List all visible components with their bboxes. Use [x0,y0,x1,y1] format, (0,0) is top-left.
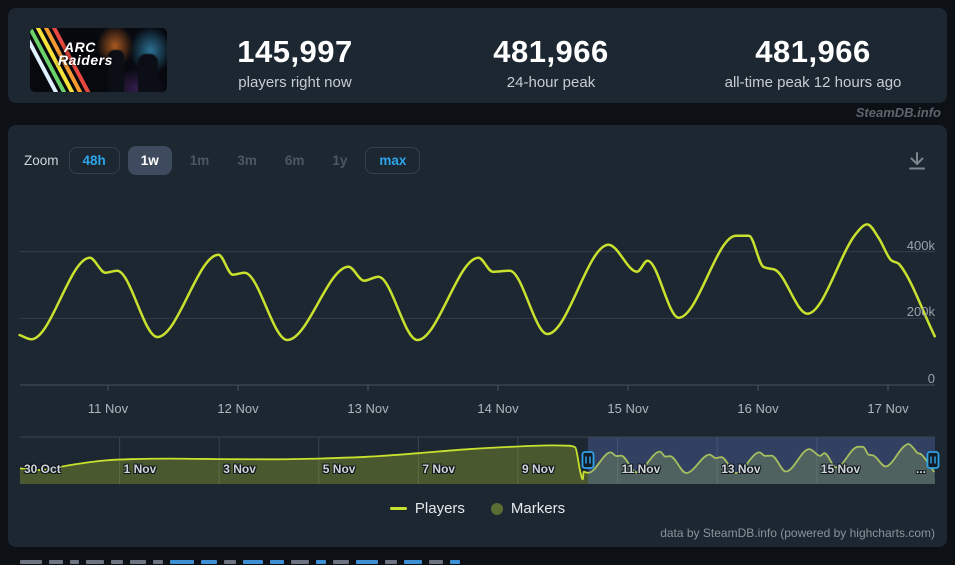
players-line-swatch [389,507,407,510]
zoom-button-1y: 1y [322,147,357,174]
markers-circle-swatch [490,502,503,515]
chart-legend: Players Markers [0,500,955,517]
zoom-button-max[interactable]: max [365,147,421,174]
zoom-button-3m: 3m [227,147,267,174]
game-logo: ARC Raiders [58,39,113,67]
stat-24h-peak-label: 24-hour peak [506,74,596,92]
stat-players-now-label: players right now [238,74,352,92]
legend-item-markers[interactable]: Markers [490,500,566,517]
zoom-button-48h[interactable]: 48h [68,147,120,174]
stat-24h-peak: 481,966 24-hour peak [493,34,609,92]
header-panel: ARC Raiders 145,997 players right now 48… [8,8,947,103]
game-capsule-image[interactable]: ARC Raiders [30,28,167,92]
zoom-toolbar: Zoom 48h 1w 1m 3m 6m 1y max [24,146,421,175]
steamdb-watermark: SteamDB.info [855,105,941,120]
zoom-label: Zoom [24,153,59,168]
download-chart-button[interactable] [906,150,928,172]
character-silhouette [138,54,158,92]
stat-alltime-peak-label: all-time peak 12 hours ago [724,74,902,92]
download-icon [909,152,925,170]
stat-alltime-peak: 481,966 all-time peak 12 hours ago [724,34,902,92]
zoom-range-buttons: 48h 1w 1m 3m 6m 1y max [68,146,421,175]
legend-markers-label: Markers [510,500,566,517]
game-logo-line1: ARC [64,39,96,55]
legend-item-players[interactable]: Players [389,500,465,517]
zoom-button-6m: 6m [275,147,315,174]
chart-credits: data by SteamDB.info (powered by highcha… [660,526,935,540]
stat-players-now-value: 145,997 [237,34,353,69]
zoom-button-1w[interactable]: 1w [127,146,172,175]
plot-area[interactable] [20,195,935,385]
stat-alltime-peak-value: 481,966 [755,34,871,69]
character-silhouette [108,50,124,92]
clipped-text-row [20,560,460,565]
legend-players-label: Players [414,500,465,517]
zoom-button-1m: 1m [180,147,220,174]
stat-players-now: 145,997 players right now [237,34,353,92]
stat-24h-peak-value: 481,966 [493,34,609,69]
game-logo-line2: Raiders [58,52,113,68]
